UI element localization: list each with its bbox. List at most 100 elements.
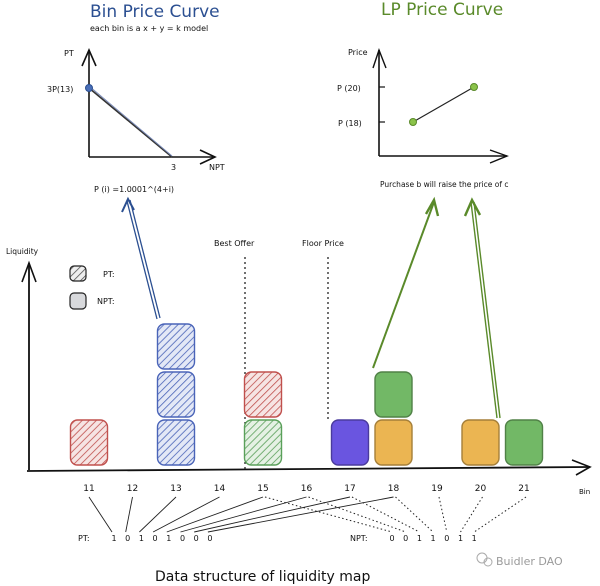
pt-connector: [88, 496, 113, 533]
pt-connector: [207, 496, 394, 533]
npt-bit: 1: [431, 534, 436, 543]
npt-connector: [473, 496, 527, 533]
liquidity-block-bin-18-2: [374, 371, 413, 418]
bin-curve-subtitle: each bin is a x + y = k model: [90, 24, 208, 33]
legend-npt-label: NPT:: [97, 297, 115, 306]
liquidity-block-bin-21-1: [504, 419, 544, 466]
arrow-right-icon: [199, 149, 217, 165]
pt-bit: 1: [139, 534, 144, 543]
bin-label-16: 16: [301, 484, 313, 494]
liquidity-block-bin-17-1: [330, 419, 370, 466]
bin-label-15: 15: [257, 484, 268, 494]
best-offer-label: Best Offer: [214, 239, 255, 248]
arrow-right-icon: [571, 459, 592, 476]
bit-connectors: [88, 496, 527, 533]
liquidity-block-bin-13-2: [156, 371, 196, 418]
arrow-right-icon: [489, 149, 509, 164]
lp-curve-title: LP Price Curve: [381, 0, 503, 20]
pt-connector: [139, 496, 177, 533]
bin-label-19: 19: [431, 484, 443, 494]
liquidity-map: Liquidity Bin PT: NPT: Best Offer Floor …: [6, 239, 592, 585]
legend-pt-label: PT:: [103, 270, 115, 279]
pt-bit: 0: [194, 534, 199, 543]
lp-curve-y-label: Price: [348, 48, 368, 57]
bin-labels: 11 12 13 14 15 16 17 18 19 20 21: [83, 484, 529, 494]
pt-connector: [125, 496, 133, 533]
bin-label-18: 18: [388, 484, 400, 494]
bin-curve-y-label: PT: [64, 49, 74, 58]
lp-curve-line: [412, 86, 475, 123]
npt-bit: 1: [417, 534, 422, 543]
liquidity-map-caption: Data structure of liquidity map: [155, 569, 370, 585]
lp-curve-caption: Purchase b will raise the price of c: [380, 180, 509, 189]
npt-bit: 0: [403, 534, 408, 543]
pt-connector: [166, 496, 264, 533]
pt-bit: 0: [153, 534, 158, 543]
bin-curve-line: [88, 87, 173, 158]
liquidity-axis-label: Liquidity: [6, 247, 39, 256]
blue-arrow: [121, 196, 161, 320]
arrow-up-icon: [21, 260, 37, 283]
liquidity-block-bin-11-1: [69, 419, 109, 466]
liquidity-block-bin-15-2: [243, 371, 283, 418]
bin-curve-title: Bin Price Curve: [90, 2, 220, 22]
bin-axis-label: Bin: [579, 488, 590, 496]
npt-bit: 1: [472, 534, 477, 543]
pt-bit: 0: [180, 534, 185, 543]
lp-curve-point-high: [470, 83, 478, 91]
bin-curve-formula: P (i) =1.0001^(4+i): [94, 185, 174, 194]
lp-curve-tick-high: P (20): [337, 84, 361, 93]
liquidity-block-bin-18-1: [374, 419, 413, 466]
legend-npt-swatch: [69, 292, 87, 310]
bin-curve-y-point-label: 3P(13): [47, 85, 73, 94]
npt-bit: 0: [389, 534, 394, 543]
pt-bit: 1: [111, 534, 116, 543]
green-arrow-right: [463, 197, 501, 419]
npt-bits-label: NPT:: [350, 534, 368, 543]
wechat-icon: [476, 552, 488, 564]
bin-curve-x-label: NPT: [209, 163, 225, 172]
pt-bit: 0: [207, 534, 212, 543]
lp-curve-point-low: [409, 118, 417, 126]
npt-bit: 1: [458, 534, 463, 543]
pt-bit: 0: [125, 534, 130, 543]
npt-connector: [460, 496, 483, 533]
bin-curve-point: [85, 84, 93, 92]
npt-connector: [395, 496, 434, 533]
pt-bits-label: PT:: [78, 534, 90, 543]
npt-connector: [438, 496, 448, 533]
bin-label-21: 21: [518, 484, 529, 494]
watermark-text: Buidler DAO: [496, 555, 563, 568]
pt-connector: [180, 496, 307, 533]
bin-label-13: 13: [170, 484, 181, 494]
npt-connector: [308, 496, 406, 533]
legend-pt-swatch: [69, 265, 87, 282]
bin-label-11: 11: [83, 484, 94, 494]
arrow-up-icon: [372, 47, 387, 69]
pt-bit: 1: [166, 534, 171, 543]
npt-bit: 0: [444, 534, 449, 543]
npt-connector: [351, 496, 420, 533]
lp-curve-tick-low: P (18): [338, 119, 362, 128]
lp-price-curve: LP Price Curve Price P (20) P (18) Purch…: [337, 0, 509, 189]
liquidity-block-bin-15-1: [243, 419, 283, 466]
liquidity-blocks: [69, 323, 544, 466]
liquidity-block-bin-20-1: [461, 419, 500, 466]
liquidity-block-bin-13-3: [156, 323, 196, 370]
liquidity-block-bin-13-1: [156, 419, 196, 466]
floor-price-label: Floor Price: [302, 239, 344, 248]
bin-label-14: 14: [214, 484, 226, 494]
pt-connector: [152, 496, 220, 533]
bin-x-axis: [26, 466, 591, 472]
bin-label-20: 20: [475, 484, 487, 494]
bin-label-17: 17: [344, 484, 355, 494]
bin-price-curve: Bin Price Curve each bin is a x + y = k …: [47, 2, 225, 194]
watermark: Buidler DAO: [476, 552, 563, 568]
green-arrow-left: [372, 196, 440, 369]
arrow-up-icon: [81, 48, 97, 67]
bin-curve-x-point-label: 3: [171, 163, 176, 172]
bin-label-12: 12: [127, 484, 138, 494]
